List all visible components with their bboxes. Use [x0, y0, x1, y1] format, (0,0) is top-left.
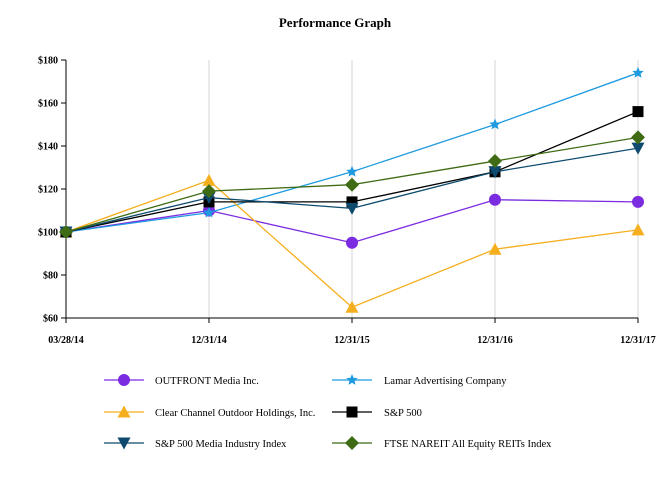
legend-item-3: S&P 500 [332, 406, 422, 419]
chart-title: Performance Graph [279, 15, 392, 30]
y-tick-label: $60 [43, 314, 58, 325]
legend-label: S&P 500 Media Industry Index [155, 439, 287, 450]
y-tick-label: $160 [38, 99, 58, 110]
legend: OUTFRONT Media Inc. Lamar Advertising Com… [104, 374, 552, 450]
legend-item-2: Clear Channel Outdoor Holdings, Inc. [104, 405, 315, 419]
legend-marker [345, 436, 359, 450]
data-point [346, 165, 358, 177]
data-point [202, 173, 216, 186]
y-tick-label: $140 [38, 142, 58, 153]
legend-marker [118, 374, 130, 386]
data-point [202, 184, 216, 199]
x-tick-label: 12/31/15 [334, 335, 370, 346]
x-tick-label: 12/31/17 [620, 335, 656, 346]
legend-item-1: Lamar Advertising Company [332, 374, 507, 387]
legend-label: Clear Channel Outdoor Holdings, Inc. [155, 408, 315, 419]
data-point [346, 196, 358, 208]
data-point [631, 142, 645, 155]
y-tick-label: $180 [38, 56, 58, 67]
data-point [488, 242, 502, 255]
legend-marker [117, 405, 131, 418]
data-point [632, 195, 644, 208]
legend-label: Lamar Advertising Company [384, 376, 507, 387]
x-tick-label: 03/28/14 [48, 335, 84, 346]
axes: $60 $80 $100 $120 $140 $160 $180 03/28/14 12/31/… [38, 56, 656, 347]
data-point [345, 177, 359, 192]
data-point [345, 202, 359, 215]
series-5 [59, 130, 645, 239]
legend-item-5: FTSE NAREIT All Equity REITs Index [332, 436, 552, 450]
legend-marker [117, 437, 131, 450]
legend-label: FTSE NAREIT All Equity REITs Index [384, 439, 552, 450]
data-point [203, 206, 215, 218]
legend-marker [346, 374, 358, 385]
data-point [59, 225, 73, 239]
data-point [488, 154, 502, 169]
legend-marker [346, 406, 358, 418]
data-point [346, 236, 358, 249]
x-tick-label: 12/31/16 [477, 335, 513, 346]
legend-label: S&P 500 [384, 408, 422, 419]
y-tick-label: $120 [38, 185, 58, 196]
data-point [631, 130, 645, 145]
y-tick-label: $100 [38, 228, 58, 239]
data-point [632, 106, 644, 118]
legend-item-4: S&P 500 Media Industry Index [104, 437, 287, 450]
y-tick-label: $80 [43, 271, 58, 282]
data-point [488, 166, 502, 179]
data-point [632, 66, 644, 78]
series-group [59, 66, 645, 313]
data-point [631, 223, 645, 236]
legend-item-0: OUTFRONT Media Inc. [104, 374, 259, 387]
grid [208, 60, 639, 318]
x-tick-label: 12/31/14 [191, 335, 227, 346]
data-point [489, 118, 501, 130]
data-point [489, 193, 501, 206]
legend-label: OUTFRONT Media Inc. [155, 376, 259, 387]
data-point [345, 300, 359, 313]
